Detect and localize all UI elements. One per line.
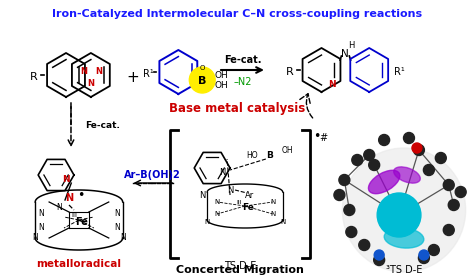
Text: N: N [205,219,210,225]
Text: N: N [341,49,349,59]
Circle shape [352,155,363,165]
Circle shape [448,199,459,211]
Text: B: B [198,76,207,86]
Text: O: O [199,65,205,71]
Text: R¹: R¹ [394,67,404,77]
Text: N: N [328,80,335,88]
Circle shape [435,153,446,164]
Circle shape [374,250,384,260]
Text: #: # [319,133,328,143]
Text: Fe-cat.: Fe-cat. [85,120,120,130]
Circle shape [377,193,421,237]
Text: •: • [313,130,321,143]
Ellipse shape [368,170,400,194]
Circle shape [334,190,345,200]
Circle shape [364,150,374,160]
Circle shape [423,165,434,176]
Text: OH: OH [214,81,228,90]
Circle shape [428,244,439,255]
Text: Base metal catalysis: Base metal catalysis [169,102,305,115]
Circle shape [189,67,215,93]
Text: OH: OH [214,71,228,80]
Text: metalloradical: metalloradical [36,259,121,269]
Circle shape [419,250,429,260]
Circle shape [443,179,454,190]
Text: Concerted Migration: Concerted Migration [176,265,304,275]
Text: N: N [270,211,275,217]
Ellipse shape [394,167,420,183]
Text: H: H [348,41,355,50]
Text: ³TS D-E: ³TS D-E [386,265,422,275]
Text: N: N [219,167,225,176]
Text: N: N [280,219,285,225]
Text: N: N [199,190,205,199]
Text: N: N [95,67,102,76]
Circle shape [412,143,422,153]
Text: N: N [87,79,94,88]
Text: Ar–B(OH)2: Ar–B(OH)2 [124,170,181,180]
Text: III: III [71,212,77,218]
Text: N: N [215,199,220,205]
Text: R¹: R¹ [143,69,154,79]
Circle shape [455,186,466,197]
Circle shape [379,134,390,146]
Text: Fe-cat.: Fe-cat. [224,55,262,65]
Circle shape [346,227,357,237]
FancyArrowPatch shape [300,94,313,118]
Text: N: N [56,204,62,213]
Text: •: • [77,188,84,202]
Text: Iron-Catalyzed Intermolecular C–N cross-coupling reactions: Iron-Catalyzed Intermolecular C–N cross-… [52,9,422,19]
Text: N: N [114,223,119,232]
Text: Fe: Fe [75,217,88,227]
Text: N: N [62,174,70,183]
Text: N: N [38,209,44,218]
Text: HO: HO [246,151,258,160]
Text: N: N [65,193,73,203]
Circle shape [339,174,350,186]
Text: III: III [236,199,242,204]
Text: TS D-E: TS D-E [224,261,256,271]
Text: N: N [270,199,275,205]
Circle shape [374,255,384,265]
Text: N: N [215,211,220,217]
Circle shape [369,160,380,171]
Text: R: R [286,67,293,77]
Circle shape [419,253,429,263]
Circle shape [403,132,414,144]
Circle shape [359,239,370,251]
Text: B: B [266,151,273,160]
Text: +: + [126,69,139,85]
Text: N: N [80,67,87,76]
Circle shape [413,144,424,155]
Text: N: N [120,234,126,242]
Ellipse shape [384,228,424,248]
Text: R: R [30,72,38,82]
Text: OH: OH [282,146,293,155]
Circle shape [443,225,454,235]
Text: N: N [32,234,38,242]
Text: –N2: –N2 [234,77,252,87]
Text: Fe: Fe [242,204,254,213]
Circle shape [342,148,465,272]
Text: Ar: Ar [246,190,255,199]
Text: N: N [38,223,44,232]
Circle shape [344,204,355,216]
Text: N: N [227,186,233,195]
Text: N: N [114,209,119,218]
